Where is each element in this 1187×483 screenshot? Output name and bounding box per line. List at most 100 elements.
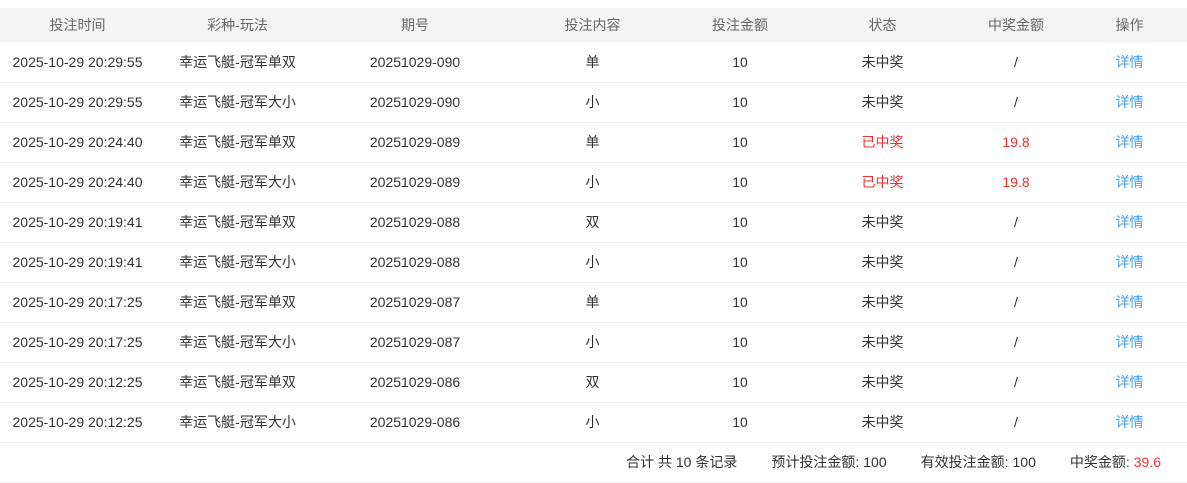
cell-issue: 20251029-090 bbox=[320, 42, 510, 83]
table-row: 2025-10-29 20:12:25 幸运飞艇-冠军大小 20251029-0… bbox=[0, 402, 1187, 443]
col-header-bet-content: 投注内容 bbox=[510, 8, 675, 42]
cell-game-play: 幸运飞艇-冠军大小 bbox=[155, 402, 320, 443]
table-row: 2025-10-29 20:17:25 幸运飞艇-冠军大小 20251029-0… bbox=[0, 322, 1187, 363]
table-row: 2025-10-29 20:29:55 幸运飞艇-冠军大小 20251029-0… bbox=[0, 82, 1187, 123]
cell-issue: 20251029-087 bbox=[320, 282, 510, 323]
col-header-status: 状态 bbox=[805, 8, 960, 42]
summary-bar: 合计 共 10 条记录 预计投注金额: 100 有效投注金额: 100 中奖金额: 3… bbox=[0, 442, 1187, 483]
cell-game-play: 幸运飞艇-冠军单双 bbox=[155, 362, 320, 403]
table-row: 2025-10-29 20:12:25 幸运飞艇-冠军单双 20251029-0… bbox=[0, 362, 1187, 403]
cell-action: 详情 bbox=[1072, 362, 1187, 403]
summary-prize-value: 39.6 bbox=[1133, 454, 1161, 470]
cell-status: 未中奖 bbox=[805, 402, 960, 443]
cell-bet-amount: 10 bbox=[675, 242, 805, 283]
detail-link[interactable]: 详情 bbox=[1115, 374, 1144, 390]
table-row: 2025-10-29 20:24:40 幸运飞艇-冠军单双 20251029-0… bbox=[0, 122, 1187, 163]
cell-prize: / bbox=[960, 42, 1072, 83]
cell-action: 详情 bbox=[1072, 322, 1187, 363]
cell-status: 未中奖 bbox=[805, 282, 960, 323]
col-header-prize: 中奖金额 bbox=[960, 8, 1072, 42]
cell-issue: 20251029-088 bbox=[320, 202, 510, 243]
detail-link[interactable]: 详情 bbox=[1115, 294, 1144, 310]
summary-valid-label: 有效投注金额: bbox=[920, 454, 1009, 470]
summary-valid-bet-amount: 有效投注金额: 100 bbox=[921, 452, 1036, 472]
cell-status: 未中奖 bbox=[805, 82, 960, 123]
cell-bet-amount: 10 bbox=[675, 282, 805, 323]
cell-issue: 20251029-090 bbox=[320, 82, 510, 123]
cell-prize: 19.8 bbox=[960, 162, 1072, 203]
cell-prize: / bbox=[960, 402, 1072, 443]
cell-status: 已中奖 bbox=[805, 162, 960, 203]
cell-game-play: 幸运飞艇-冠军大小 bbox=[155, 322, 320, 363]
cell-game-play: 幸运飞艇-冠军大小 bbox=[155, 162, 320, 203]
cell-bet-content: 双 bbox=[510, 202, 675, 243]
cell-bet-content: 单 bbox=[510, 122, 675, 163]
col-header-game-play: 彩种-玩法 bbox=[155, 8, 320, 42]
summary-total-records: 合计 共 10 条记录 bbox=[626, 454, 738, 470]
cell-bet-time: 2025-10-29 20:29:55 bbox=[0, 42, 155, 83]
summary-expected-value: 100 bbox=[863, 454, 887, 470]
table-header: 投注时间 彩种-玩法 期号 投注内容 投注金额 状态 中奖金额 操作 bbox=[0, 8, 1187, 42]
table-body: 2025-10-29 20:29:55 幸运飞艇-冠军单双 20251029-0… bbox=[0, 42, 1187, 443]
summary-valid-value: 100 bbox=[1012, 454, 1036, 470]
cell-bet-time: 2025-10-29 20:17:25 bbox=[0, 322, 155, 363]
detail-link[interactable]: 详情 bbox=[1115, 334, 1144, 350]
table-row: 2025-10-29 20:19:41 幸运飞艇-冠军单双 20251029-0… bbox=[0, 202, 1187, 243]
summary-prize-amount: 中奖金额: 39.6 bbox=[1070, 452, 1161, 472]
detail-link[interactable]: 详情 bbox=[1115, 174, 1144, 190]
summary-expected-label: 预计投注金额: bbox=[771, 454, 860, 470]
cell-game-play: 幸运飞艇-冠军大小 bbox=[155, 242, 320, 283]
cell-action: 详情 bbox=[1072, 242, 1187, 283]
cell-status: 未中奖 bbox=[805, 42, 960, 83]
cell-action: 详情 bbox=[1072, 82, 1187, 123]
cell-bet-amount: 10 bbox=[675, 202, 805, 243]
col-header-bet-amount: 投注金额 bbox=[675, 8, 805, 42]
cell-status: 未中奖 bbox=[805, 202, 960, 243]
cell-bet-content: 小 bbox=[510, 82, 675, 123]
cell-prize: 19.8 bbox=[960, 122, 1072, 163]
detail-link[interactable]: 详情 bbox=[1115, 214, 1144, 230]
cell-issue: 20251029-088 bbox=[320, 242, 510, 283]
cell-bet-content: 小 bbox=[510, 242, 675, 283]
detail-link[interactable]: 详情 bbox=[1115, 53, 1144, 70]
detail-link[interactable]: 详情 bbox=[1115, 254, 1144, 270]
cell-bet-time: 2025-10-29 20:12:25 bbox=[0, 402, 155, 443]
cell-bet-time: 2025-10-29 20:19:41 bbox=[0, 242, 155, 283]
cell-action: 详情 bbox=[1072, 42, 1187, 83]
table-row: 2025-10-29 20:29:55 幸运飞艇-冠军单双 20251029-0… bbox=[0, 42, 1187, 83]
cell-issue: 20251029-086 bbox=[320, 402, 510, 443]
cell-bet-amount: 10 bbox=[675, 82, 805, 123]
bet-records-table: 投注时间 彩种-玩法 期号 投注内容 投注金额 状态 中奖金额 操作 2025-… bbox=[0, 8, 1187, 443]
cell-bet-content: 小 bbox=[510, 322, 675, 363]
cell-issue: 20251029-086 bbox=[320, 362, 510, 403]
cell-bet-amount: 10 bbox=[675, 402, 805, 443]
cell-bet-content: 单 bbox=[510, 42, 675, 83]
cell-prize: / bbox=[960, 322, 1072, 363]
cell-bet-amount: 10 bbox=[675, 322, 805, 363]
cell-prize: / bbox=[960, 362, 1072, 403]
table-row: 2025-10-29 20:19:41 幸运飞艇-冠军大小 20251029-0… bbox=[0, 242, 1187, 283]
cell-bet-content: 双 bbox=[510, 362, 675, 403]
table-row: 2025-10-29 20:17:25 幸运飞艇-冠军单双 20251029-0… bbox=[0, 282, 1187, 323]
cell-action: 详情 bbox=[1072, 162, 1187, 203]
detail-link[interactable]: 详情 bbox=[1115, 94, 1144, 110]
cell-prize: / bbox=[960, 82, 1072, 123]
cell-issue: 20251029-087 bbox=[320, 322, 510, 363]
cell-game-play: 幸运飞艇-冠军单双 bbox=[155, 202, 320, 243]
cell-bet-time: 2025-10-29 20:12:25 bbox=[0, 362, 155, 403]
cell-action: 详情 bbox=[1072, 122, 1187, 163]
detail-link[interactable]: 详情 bbox=[1115, 134, 1144, 150]
col-header-bet-time: 投注时间 bbox=[0, 8, 155, 42]
cell-bet-time: 2025-10-29 20:29:55 bbox=[0, 82, 155, 123]
cell-prize: / bbox=[960, 282, 1072, 323]
cell-bet-amount: 10 bbox=[675, 42, 805, 83]
cell-game-play: 幸运飞艇-冠军大小 bbox=[155, 82, 320, 123]
col-header-issue: 期号 bbox=[320, 8, 510, 42]
col-header-action: 操作 bbox=[1072, 8, 1187, 42]
detail-link[interactable]: 详情 bbox=[1115, 414, 1144, 430]
table-row: 2025-10-29 20:24:40 幸运飞艇-冠军大小 20251029-0… bbox=[0, 162, 1187, 203]
cell-bet-time: 2025-10-29 20:24:40 bbox=[0, 122, 155, 163]
cell-status: 已中奖 bbox=[805, 122, 960, 163]
cell-status: 未中奖 bbox=[805, 362, 960, 403]
